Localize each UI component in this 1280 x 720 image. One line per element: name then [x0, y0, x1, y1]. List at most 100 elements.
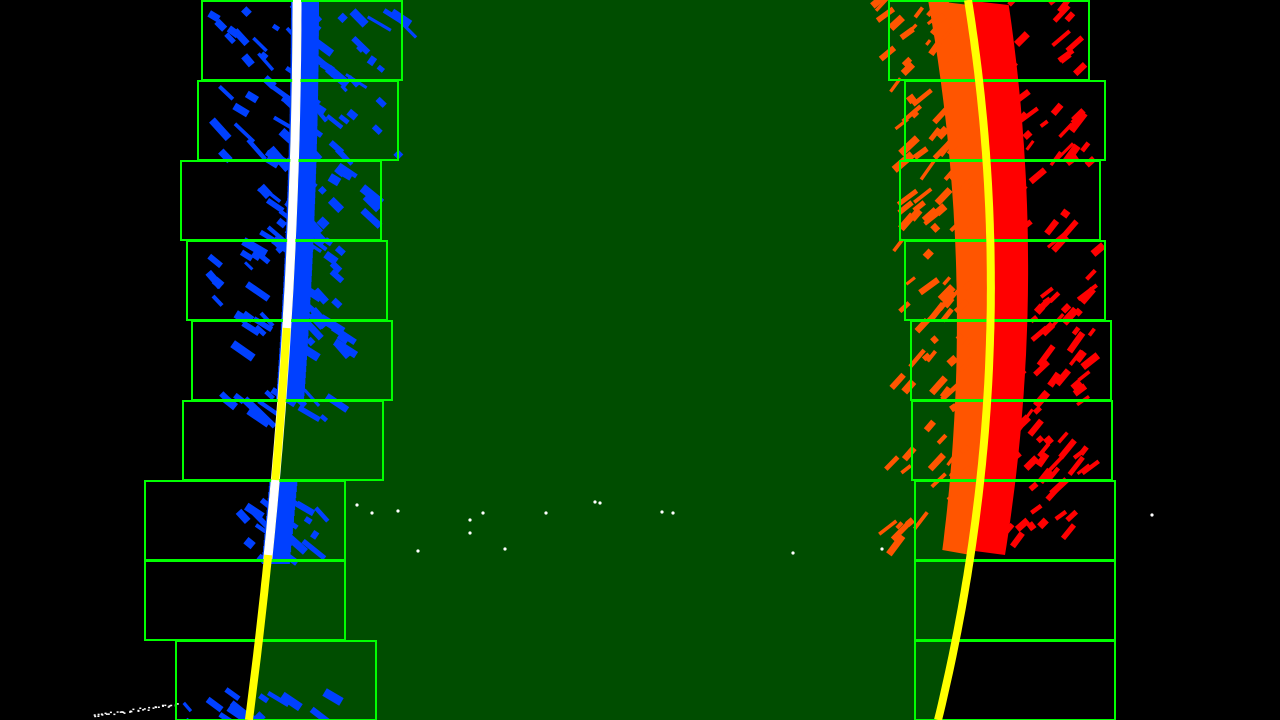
left-pixel-blob: [246, 138, 268, 161]
right-pixel-blob: [1064, 11, 1076, 23]
left-pixel-core: [289, 132, 318, 138]
right-pixel-blob: [1045, 480, 1065, 502]
left-pixel-blob: [327, 173, 342, 187]
noise-speck: [152, 707, 155, 709]
left-pixel-core: [279, 342, 308, 348]
right-pixel-blob: [1030, 503, 1043, 515]
right-sliding-windows: [888, 0, 1116, 720]
left-pixel-core: [280, 336, 309, 342]
left-pixel-core: [291, 6, 319, 12]
left-pixel-blob: [245, 281, 271, 302]
right-pixel-blob: [1016, 89, 1031, 102]
left-pixel-blob: [334, 164, 348, 178]
lane-fill-inner: [248, 0, 991, 720]
right-pixel-blob: [901, 56, 913, 68]
left-pixel-blob: [337, 12, 348, 24]
left-pixel-blob: [264, 155, 280, 169]
polynomial-fit-lines: [244, 0, 995, 720]
left-pixel-blob: [305, 321, 324, 341]
left-pixel-blob: [224, 687, 241, 702]
right-pixel-blob: [946, 446, 962, 467]
left-pixel-blob: [275, 245, 284, 254]
right-pixel-blob: [966, 164, 986, 186]
noise-speck: [170, 704, 173, 707]
noise-dot: [468, 531, 472, 535]
right-pixel-blob: [911, 111, 920, 119]
right-pixel-blob: [941, 27, 954, 41]
right-pixel-blob: [875, 6, 896, 23]
left-pixel-blob: [259, 229, 282, 247]
left-pixel-blob: [276, 217, 288, 229]
right-pixel-blob: [1025, 139, 1035, 151]
left-pixel-core: [266, 516, 294, 522]
right-pixel-blob: [1026, 521, 1037, 532]
right-pixel-blob: [962, 281, 973, 291]
right-pixel-blob: [921, 352, 931, 362]
left-pixel-blob: [366, 55, 378, 67]
right-pixel-blob: [1052, 4, 1071, 23]
noise-dot: [396, 509, 400, 513]
left-pixel-blob: [375, 96, 387, 108]
right-pixel-blob: [1033, 360, 1050, 377]
left-pixel-blob: [336, 331, 350, 345]
left-pixel-blob: [211, 276, 225, 290]
left-pixel-blob: [363, 189, 375, 200]
left-pixel-blob: [207, 10, 221, 23]
left-pixel-core: [264, 534, 293, 540]
left-pixel-core: [290, 36, 319, 42]
right-pixel-blob: [1065, 35, 1085, 53]
left-pixel-core: [283, 276, 312, 282]
right-pixel-blob: [1049, 150, 1062, 167]
right-pixel-blob: [1072, 449, 1085, 460]
left-pixel-blob: [360, 207, 383, 229]
left-pixel-core: [263, 546, 292, 552]
right-pixel-blob: [1066, 330, 1086, 354]
left-pixel-blob: [269, 83, 294, 103]
left-fit-highlight-bottom: [264, 479, 280, 556]
right-pixel-blob: [1014, 181, 1027, 194]
left-pixel-blob: [279, 691, 303, 712]
noise-speck: [142, 709, 145, 711]
noise-dot: [355, 503, 359, 507]
right-pixel-blob: [1002, 522, 1015, 536]
right-pixel-blob: [940, 307, 954, 323]
right-pixel-blob: [1054, 509, 1068, 521]
right-pixel-blob: [913, 187, 933, 204]
left-pixel-core: [288, 150, 317, 156]
left-pixel-blob: [264, 389, 276, 401]
left-pixel-blob: [366, 15, 392, 32]
left-pixel-core: [266, 510, 295, 516]
left-pixel-core: [289, 108, 318, 114]
right-pixel-blob: [949, 468, 959, 478]
right-pixel-blob: [946, 137, 963, 156]
left-pixel-core: [285, 228, 314, 234]
right-pixel-blob: [1057, 431, 1069, 444]
noise-speck: [105, 713, 108, 715]
left-pixel-core: [290, 54, 319, 60]
right-pixel-blob: [925, 349, 938, 363]
right-pixel-blob: [896, 188, 919, 207]
noise-speck: [167, 706, 170, 708]
left-pixel-core: [290, 72, 319, 78]
right-pixel-blob: [937, 135, 957, 158]
right-pixel-blob: [1047, 371, 1062, 388]
left-pixel-blob: [255, 407, 277, 429]
left-pixel-blob: [218, 712, 233, 720]
noise-speck: [101, 714, 104, 716]
noise-speck: [107, 713, 110, 715]
left-pixel-core: [288, 162, 317, 168]
left-pixel-blob: [314, 506, 330, 523]
right-pixel-blob: [1014, 31, 1030, 48]
right-pixel-blob: [936, 433, 948, 445]
right-pixel-blob: [960, 444, 971, 455]
right-pixel-blob: [1045, 454, 1065, 475]
right-pixel-blob: [1050, 102, 1064, 117]
left-pixel-core: [290, 90, 319, 96]
left-pixel-blob: [362, 193, 382, 213]
noise-speck: [164, 704, 167, 707]
left-pixel-blob: [232, 28, 250, 47]
right-pixel-blob: [1054, 368, 1072, 387]
left-pixel-blob: [244, 90, 260, 104]
right-pixel-blob: [1035, 435, 1045, 444]
